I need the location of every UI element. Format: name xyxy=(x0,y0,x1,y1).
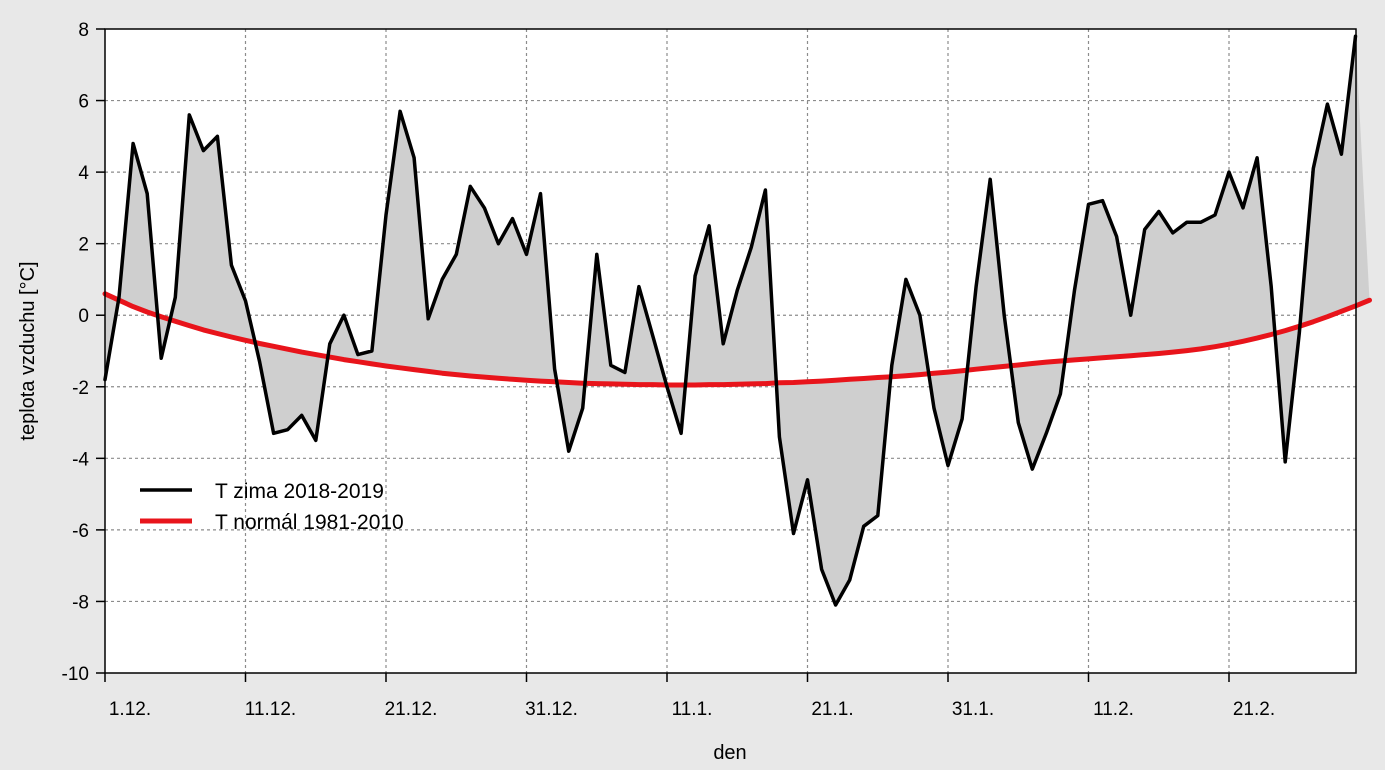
y-axis: 8 6 4 2 0 -2 -4 -6 -8 -10 xyxy=(62,20,105,685)
y-tick-label: 2 xyxy=(78,235,89,256)
series-layer xyxy=(102,34,1372,607)
y-tick-label: -8 xyxy=(72,592,89,613)
x-tick-label: 21.2. xyxy=(1233,699,1275,720)
series-line-observed xyxy=(103,34,1358,607)
x-axis-title: den xyxy=(713,742,746,764)
series-line-normal xyxy=(102,291,1372,388)
x-tick-label: 21.1. xyxy=(811,699,853,720)
x-tick-label: 11.1. xyxy=(672,699,713,720)
difference-area xyxy=(105,36,1370,605)
x-tick-label: 31.1. xyxy=(952,699,994,720)
y-tick-label: 6 xyxy=(78,92,89,113)
y-tick-label: -2 xyxy=(72,378,89,399)
legend-label-observed: T zima 2018-2019 xyxy=(215,480,384,503)
y-tick-label: 8 xyxy=(78,20,89,41)
y-tick-label: -4 xyxy=(72,449,89,470)
y-tick-label: 0 xyxy=(78,306,89,327)
y-tick-label: 4 xyxy=(78,163,89,184)
x-tick-label: 21.12. xyxy=(385,699,438,720)
x-tick-label: 11.12. xyxy=(245,699,296,720)
y-tick-label: -6 xyxy=(72,521,89,542)
fill-layer xyxy=(105,36,1370,605)
x-tick-label: 1.12. xyxy=(109,699,151,720)
x-axis: 1.12. 11.12. 21.12. 31.12. 11.1. 21.1. 31.1. 11… xyxy=(104,673,1275,720)
x-tick-label: 31.12. xyxy=(525,699,578,720)
legend: T zima 2018-2019 T normál 1981-2010 xyxy=(140,480,404,534)
legend-label-normal: T normál 1981-2010 xyxy=(215,511,404,534)
x-tick-label: 11.2. xyxy=(1093,699,1134,720)
y-tick-label: -10 xyxy=(62,664,89,685)
plot-frame xyxy=(104,28,1357,674)
y-axis-title: teplota vzduchu [°C] xyxy=(17,261,39,440)
